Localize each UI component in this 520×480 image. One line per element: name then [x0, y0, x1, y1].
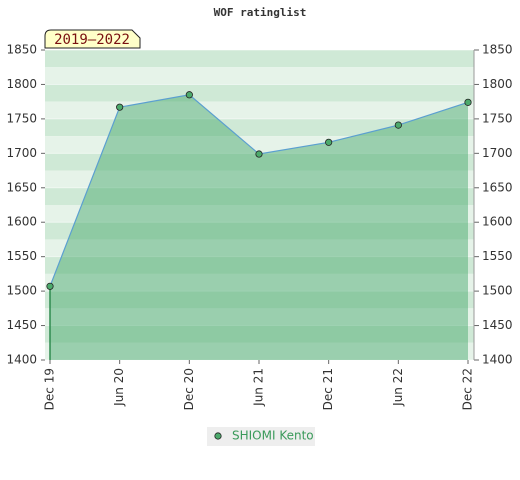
y-tick-label: 1400	[6, 353, 37, 367]
point	[394, 121, 402, 129]
y-tick-label: 1500	[6, 284, 37, 298]
point	[116, 103, 124, 111]
background-band	[45, 50, 474, 68]
y-tick-label: 1850	[6, 43, 37, 57]
legend-marker	[214, 432, 222, 440]
background-band	[45, 101, 474, 119]
background-band	[45, 67, 474, 85]
y-tick-label: 1700	[6, 146, 37, 160]
x-tick-label: Dec 20	[182, 368, 196, 410]
background-band	[45, 256, 474, 274]
background-band	[45, 118, 474, 137]
background-band	[45, 308, 474, 326]
legend-box	[207, 427, 315, 446]
y2-tick-label: 1500	[482, 284, 513, 298]
y2-tick-label: 1600	[482, 215, 513, 229]
y2-tick-label: 1650	[482, 180, 513, 194]
y2-tick-label: 1800	[482, 77, 513, 91]
background-band	[45, 239, 474, 257]
x-tick-label: Jun 20	[112, 368, 126, 407]
badge: 2019–2022	[54, 32, 130, 48]
legend-label: SHIOMI Kento	[232, 429, 314, 443]
background-band	[45, 273, 474, 292]
background-band	[45, 84, 474, 102]
y2-tick-label: 1400	[482, 353, 513, 367]
background-band	[45, 222, 474, 240]
background-band	[45, 153, 474, 171]
y2-tick-label: 1550	[482, 249, 513, 263]
point	[255, 150, 263, 158]
background-band	[45, 136, 474, 154]
y-tick-label: 1450	[6, 318, 37, 332]
area	[50, 94, 468, 361]
plot-area	[45, 49, 474, 361]
background-band	[45, 170, 474, 188]
y-tick-label: 1800	[6, 77, 37, 91]
y-tick-label: 1650	[6, 180, 37, 194]
y2-tick-label: 1450	[482, 318, 513, 332]
point	[46, 282, 54, 290]
point	[325, 138, 333, 146]
point	[464, 98, 472, 106]
y-tick-label: 1600	[6, 215, 37, 229]
y2-tick-label: 1750	[482, 111, 513, 125]
background-band	[45, 342, 474, 360]
x-tick-label: Dec 22	[461, 368, 475, 410]
x-tick-label: Jun 22	[391, 368, 405, 407]
background-band	[45, 325, 474, 343]
y-tick-label: 1550	[6, 249, 37, 263]
x-tick-label: Dec 21	[321, 368, 335, 410]
y2-tick-label: 1850	[482, 43, 513, 57]
x-tick-label: Dec 19	[43, 368, 57, 410]
background-band	[45, 291, 474, 309]
background-band	[45, 205, 474, 223]
x-tick-label: Jun 21	[252, 368, 266, 407]
y2-tick-label: 1700	[482, 146, 513, 160]
badge-box	[44, 29, 141, 49]
point	[185, 91, 193, 99]
background-band	[45, 187, 474, 205]
y-tick-label: 1750	[6, 111, 37, 125]
chart-title: WOF ratinglist	[214, 6, 307, 19]
